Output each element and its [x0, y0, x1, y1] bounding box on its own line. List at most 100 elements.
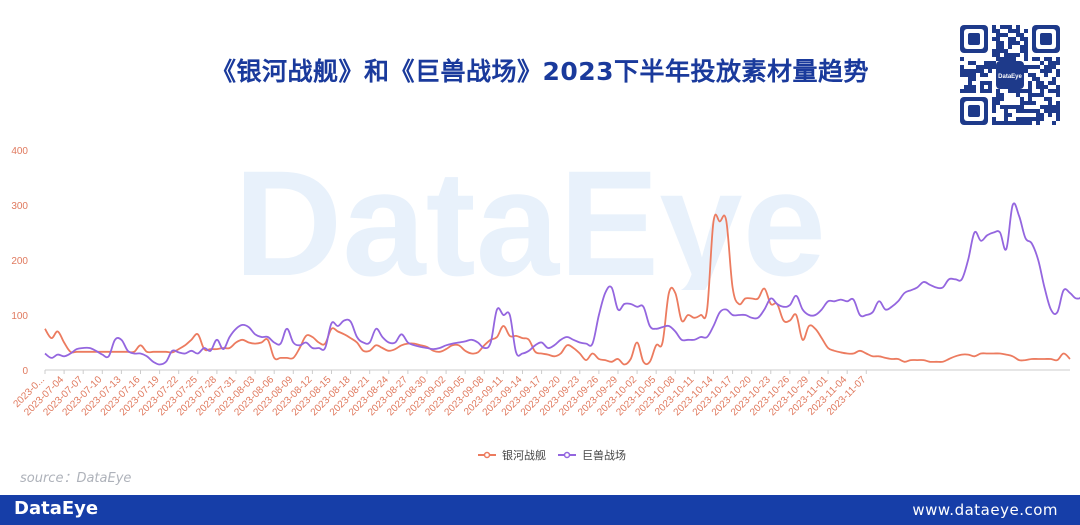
footer-logo: DataEye: [14, 498, 99, 519]
qr-module: [1028, 89, 1032, 93]
qr-module: [1000, 57, 1004, 61]
qr-module: [1004, 49, 1008, 53]
qr-module: [1024, 121, 1028, 125]
qr-module: [964, 89, 968, 93]
qr-module: [1024, 53, 1028, 57]
qr-module: [972, 77, 976, 81]
qr-module: [1052, 121, 1056, 125]
qr-module: [968, 81, 972, 85]
qr-module: [1056, 105, 1060, 109]
qr-module: [1040, 85, 1044, 89]
qr-module: [1028, 81, 1032, 85]
qr-module: [1040, 117, 1044, 121]
qr-module: [988, 61, 992, 65]
qr-module: [992, 61, 996, 65]
qr-module: [1028, 65, 1032, 69]
qr-module: [976, 65, 980, 69]
qr-module: [1020, 101, 1024, 105]
qr-module: [1056, 61, 1060, 65]
qr-module: [1044, 109, 1048, 113]
qr-module: [1040, 81, 1044, 85]
qr-module: [996, 53, 1000, 57]
qr-module: [1000, 97, 1004, 101]
qr-module: [1056, 117, 1060, 121]
qr-module: [980, 65, 984, 69]
qr-module: [1016, 25, 1020, 29]
qr-module: [1028, 97, 1032, 101]
footer-url[interactable]: www.dataeye.com: [912, 501, 1058, 519]
qr-module: [1004, 53, 1008, 57]
y-tick-label: 0: [22, 366, 28, 377]
qr-module: [1032, 57, 1036, 61]
qr-module: [1024, 49, 1028, 53]
qr-module: [972, 85, 976, 89]
qr-module: [996, 97, 1000, 101]
qr-module: [1048, 69, 1052, 73]
qr-module: [1048, 61, 1052, 65]
qr-module: [1000, 41, 1004, 45]
qr-module: [1040, 105, 1044, 109]
qr-module: [968, 69, 972, 73]
qr-module: [1044, 73, 1048, 77]
qr-module: [1040, 93, 1044, 97]
qr-module: [1052, 77, 1056, 81]
qr-center-logo: [996, 61, 1024, 89]
qr-module: [1036, 117, 1040, 121]
qr-module: [1036, 65, 1040, 69]
qr-module: [992, 25, 996, 29]
qr-module: [1028, 93, 1032, 97]
qr-module: [1008, 29, 1012, 33]
qr-module: [960, 57, 964, 61]
series-layer: [44, 202, 1080, 366]
qr-module: [1028, 109, 1032, 113]
qr-module: [1036, 109, 1040, 113]
qr-module: [996, 29, 1000, 33]
qr-module: [992, 53, 996, 57]
y-tick-label: 100: [11, 311, 28, 322]
qr-module: [1032, 109, 1036, 113]
qr-module: [1012, 121, 1016, 125]
qr-module: [992, 29, 996, 33]
qr-module: [996, 49, 1000, 53]
qr-module: [1056, 89, 1060, 93]
qr-module: [968, 77, 972, 81]
qr-module: [980, 89, 984, 93]
qr-code: DataEye: [960, 25, 1060, 125]
y-axis: 0 100 200 300 400: [11, 146, 28, 377]
legend-marker: [483, 451, 491, 459]
legend-label[interactable]: 银河战舰: [502, 448, 546, 462]
qr-module: [1056, 113, 1060, 117]
chart-legend[interactable]: 银河战舰 巨兽战场: [478, 448, 626, 462]
qr-module: [1016, 117, 1020, 121]
qr-module: [996, 45, 1000, 49]
qr-module: [960, 65, 964, 69]
qr-module: [1008, 121, 1012, 125]
qr-module: [996, 101, 1000, 105]
legend-label[interactable]: 巨兽战场: [582, 448, 626, 462]
qr-module: [1052, 65, 1056, 69]
y-tick-label: 300: [11, 201, 28, 212]
qr-module: [1012, 89, 1016, 93]
qr-module: [1052, 109, 1056, 113]
qr-module: [1024, 65, 1028, 69]
qr-module: [992, 49, 996, 53]
qr-module: [1024, 29, 1028, 33]
qr-module: [996, 33, 1000, 37]
qr-module: [1032, 73, 1036, 77]
qr-module: [968, 73, 972, 77]
qr-module: [1052, 61, 1056, 65]
qr-module: [1008, 25, 1012, 29]
qr-module: [1036, 93, 1040, 97]
qr-module: [1048, 65, 1052, 69]
qr-module: [1020, 121, 1024, 125]
qr-module: [1032, 77, 1036, 81]
qr-module: [972, 61, 976, 65]
qr-module: [1012, 105, 1016, 109]
qr-module: [1036, 121, 1040, 125]
qr-module: [1000, 105, 1004, 109]
qr-module: [976, 69, 980, 73]
qr-module: [980, 73, 984, 77]
qr-module: [1016, 53, 1020, 57]
qr-module: [1032, 117, 1036, 121]
qr-module: [992, 97, 996, 101]
